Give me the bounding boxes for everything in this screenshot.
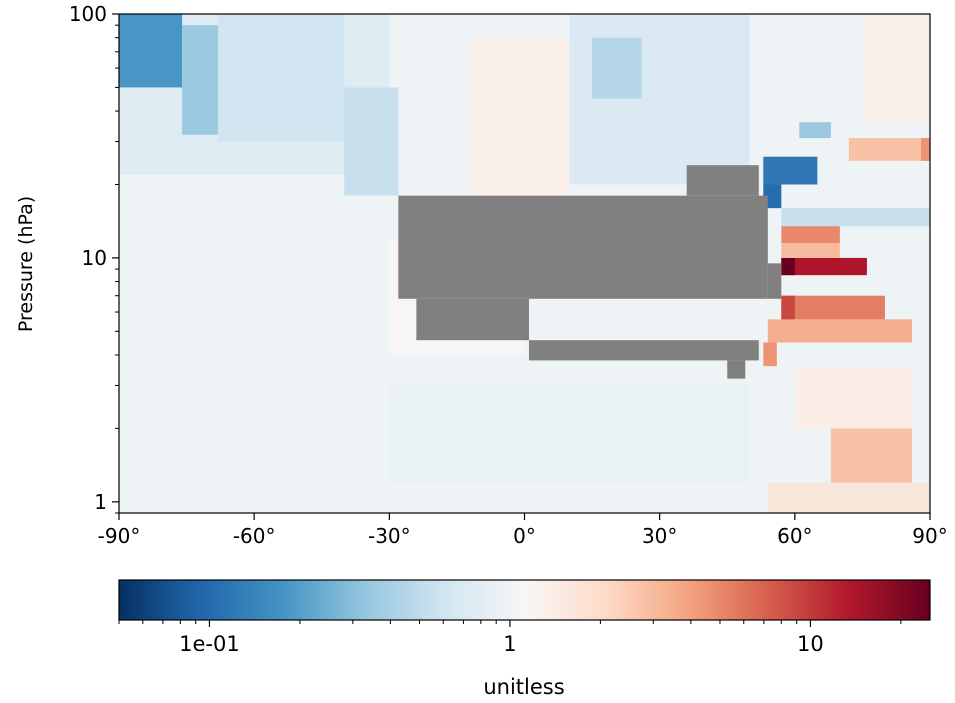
heatmap-cell bbox=[862, 14, 930, 123]
heatmap-cell bbox=[119, 14, 183, 88]
y-tick-label: 10 bbox=[82, 246, 107, 270]
heatmap-cell bbox=[794, 369, 912, 429]
missing-data-cell bbox=[686, 165, 759, 196]
colorbar-axis: 1e-01 1 10 bbox=[118, 620, 902, 656]
heatmap-cell bbox=[767, 319, 912, 343]
colorbar bbox=[118, 579, 931, 621]
heatmap-cell bbox=[781, 257, 795, 276]
colorbar-label: unitless bbox=[483, 675, 564, 699]
missing-data-cell bbox=[416, 298, 530, 341]
x-tick-label: -60° bbox=[233, 524, 276, 548]
heatmap-cell bbox=[218, 14, 345, 142]
y-tick-label: 1 bbox=[94, 490, 107, 514]
heatmap-cell bbox=[799, 122, 831, 139]
x-axis: -90° -60° -30° 0° 30° 60° 90° bbox=[98, 513, 948, 548]
heatmap-cell bbox=[592, 37, 642, 99]
heatmap-cell bbox=[763, 342, 777, 367]
heatmap-cell bbox=[830, 428, 912, 483]
heatmap-cell bbox=[389, 385, 750, 483]
heatmap-cell bbox=[763, 156, 818, 185]
missing-data-cell bbox=[727, 360, 746, 379]
heatmap-cell bbox=[470, 37, 570, 196]
y-axis: 1 10 100 bbox=[69, 2, 119, 514]
x-tick-label: 60° bbox=[777, 524, 812, 548]
x-tick-label: -30° bbox=[368, 524, 411, 548]
heatmap-cell bbox=[767, 482, 930, 513]
heatmap-cell bbox=[781, 295, 795, 320]
x-tick-label: -90° bbox=[98, 524, 141, 548]
heatmap-cell bbox=[781, 295, 885, 320]
colorbar-tick-label: 10 bbox=[797, 632, 824, 656]
missing-data-cell bbox=[529, 340, 759, 361]
x-tick-label: 90° bbox=[912, 524, 947, 548]
heatmap-cell bbox=[781, 243, 840, 258]
heatmap-cell bbox=[781, 226, 840, 244]
colorbar-tick-label: 1 bbox=[503, 632, 516, 656]
heatmap-cell bbox=[344, 87, 399, 196]
heatmap-cell bbox=[182, 25, 219, 135]
missing-data-cell bbox=[767, 263, 782, 299]
missing-data-cell bbox=[398, 195, 768, 299]
y-tick-label: 100 bbox=[69, 2, 107, 26]
heatmap-grid bbox=[119, 14, 930, 513]
heatmap-cell bbox=[848, 138, 930, 161]
y-axis-label: Pressure (hPa) bbox=[15, 196, 37, 332]
x-tick-label: 0° bbox=[513, 524, 536, 548]
x-tick-label: 30° bbox=[642, 524, 677, 548]
heatmap-cell bbox=[781, 257, 867, 276]
colorbar-tick-label: 1e-01 bbox=[179, 632, 240, 656]
heatmap-cell bbox=[920, 138, 930, 161]
heatmap-cell bbox=[781, 208, 930, 227]
